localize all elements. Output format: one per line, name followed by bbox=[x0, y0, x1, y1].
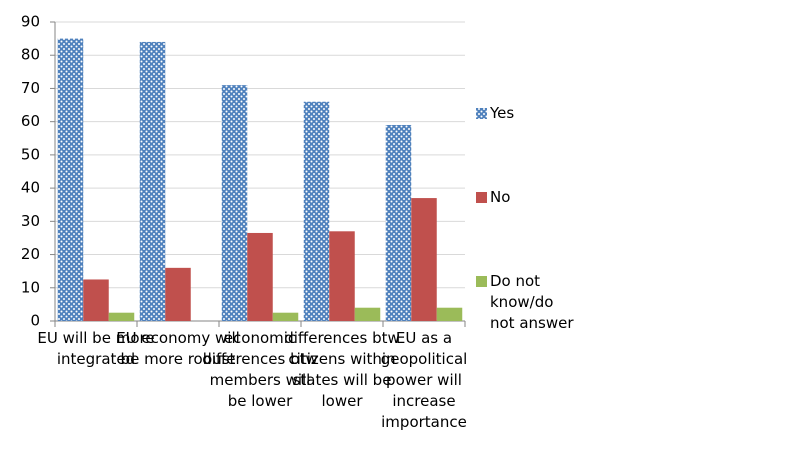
x-tick-label: differences btw citizens within states w… bbox=[284, 329, 400, 410]
legend-swatch bbox=[476, 192, 487, 203]
x-tick-label: economic differences btw members will be… bbox=[202, 329, 318, 410]
bar bbox=[165, 267, 191, 321]
legend-swatch bbox=[476, 108, 487, 119]
y-tick-label: 50 bbox=[21, 145, 40, 163]
y-tick-label: 90 bbox=[21, 13, 40, 31]
y-tick-label: 70 bbox=[21, 79, 40, 97]
bar bbox=[247, 232, 273, 321]
bar bbox=[108, 312, 135, 321]
legend-label: Yes bbox=[490, 104, 515, 122]
y-tick-label: 30 bbox=[21, 212, 40, 230]
bar bbox=[83, 279, 109, 321]
bar bbox=[385, 124, 412, 321]
x-tick-label: EU as a geopolitical power will increase… bbox=[380, 329, 468, 431]
bar bbox=[303, 101, 330, 321]
y-tick-label: 80 bbox=[21, 46, 40, 64]
bar bbox=[411, 198, 437, 321]
bar bbox=[139, 41, 166, 321]
bar bbox=[272, 312, 299, 321]
y-tick-label: 20 bbox=[21, 245, 40, 263]
bar bbox=[221, 85, 248, 321]
bar bbox=[329, 231, 355, 321]
x-tick-label: EU will be more integrated bbox=[37, 329, 155, 368]
bar bbox=[436, 307, 463, 321]
y-tick-label: 60 bbox=[21, 112, 40, 130]
y-tick-label: 0 bbox=[30, 312, 40, 330]
x-tick-label: EU economy will be more robust bbox=[116, 329, 240, 368]
bar bbox=[354, 307, 381, 321]
y-tick-label: 40 bbox=[21, 179, 40, 197]
legend-swatch bbox=[476, 276, 487, 287]
y-tick-label: 10 bbox=[21, 278, 40, 296]
bar bbox=[57, 38, 84, 321]
legend-label: Do not know/do not answer bbox=[490, 272, 574, 332]
legend-label: No bbox=[490, 188, 511, 206]
